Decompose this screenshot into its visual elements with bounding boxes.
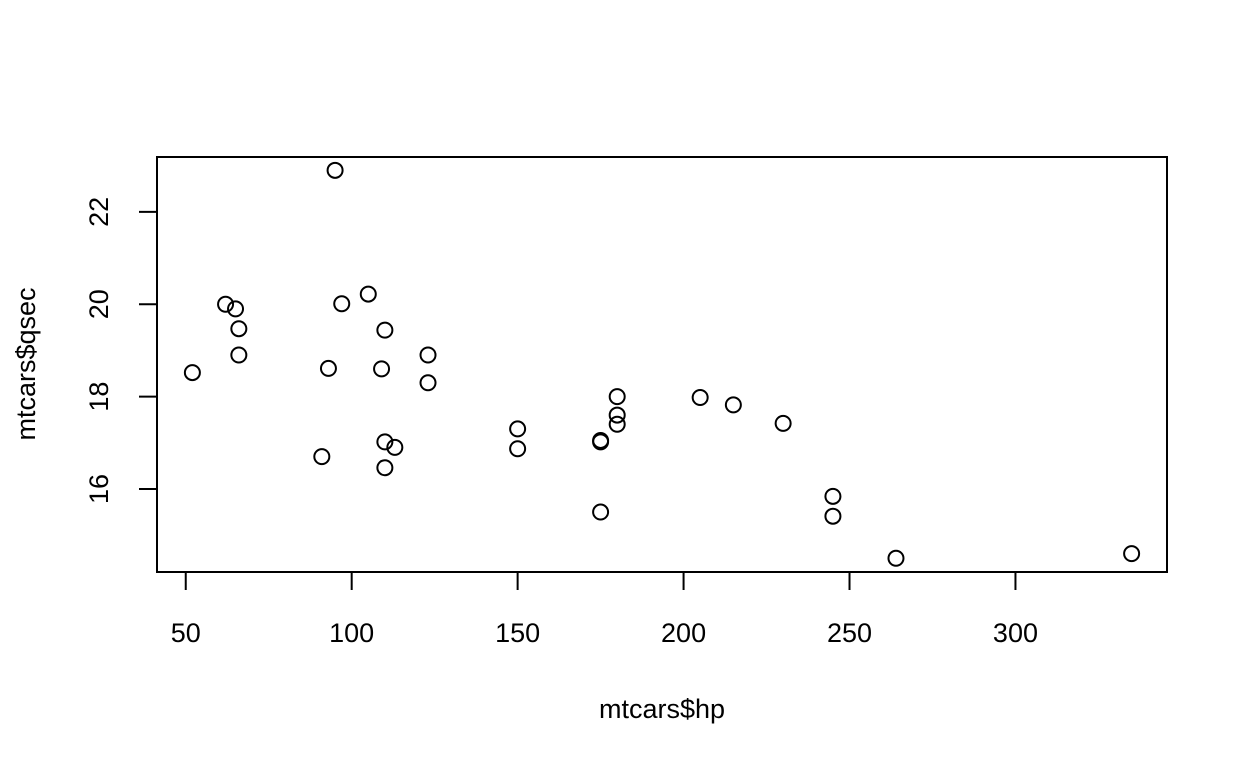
data-point — [419, 346, 437, 364]
data-point — [1123, 545, 1141, 563]
data-points — [183, 161, 1141, 567]
data-point — [386, 438, 404, 456]
data-point — [230, 346, 248, 364]
data-point — [774, 414, 792, 432]
y-tick-label: 20 — [84, 289, 114, 319]
plot-frame — [156, 156, 1168, 573]
y-tick-label: 16 — [84, 474, 114, 504]
y-tick-label: 22 — [84, 197, 114, 227]
x-tick-label: 100 — [329, 618, 374, 648]
data-point — [608, 415, 626, 433]
data-point — [887, 549, 905, 567]
data-point — [509, 440, 527, 458]
data-point — [509, 420, 527, 438]
data-point — [419, 374, 437, 392]
data-point — [608, 406, 626, 424]
data-point — [691, 389, 709, 407]
data-point — [376, 459, 394, 477]
data-point — [376, 321, 394, 339]
data-point — [333, 295, 351, 313]
x-tick-label: 150 — [495, 618, 540, 648]
data-point — [230, 320, 248, 338]
y-axis: 16 18 20 22 — [84, 197, 158, 504]
y-axis-label: mtcars$qsec — [11, 287, 41, 440]
data-point — [227, 300, 245, 318]
data-point — [359, 285, 377, 303]
data-point — [319, 359, 337, 377]
data-point — [217, 295, 235, 313]
x-tick-label: 250 — [827, 618, 872, 648]
x-tick-label: 300 — [993, 618, 1038, 648]
data-point — [592, 431, 610, 449]
data-point — [724, 396, 742, 414]
x-tick-label: 50 — [171, 618, 201, 648]
x-axis-label: mtcars$hp — [599, 694, 725, 724]
y-tick-label: 18 — [84, 382, 114, 412]
data-point — [313, 448, 331, 466]
data-point — [824, 487, 842, 505]
data-point — [376, 433, 394, 451]
data-point — [592, 503, 610, 521]
data-point — [183, 364, 201, 382]
data-point — [373, 360, 391, 378]
data-point — [326, 161, 344, 179]
x-tick-label: 200 — [661, 618, 706, 648]
x-axis: 50 100 150 200 250 300 — [171, 571, 1038, 648]
data-point — [608, 388, 626, 406]
data-point — [824, 507, 842, 525]
